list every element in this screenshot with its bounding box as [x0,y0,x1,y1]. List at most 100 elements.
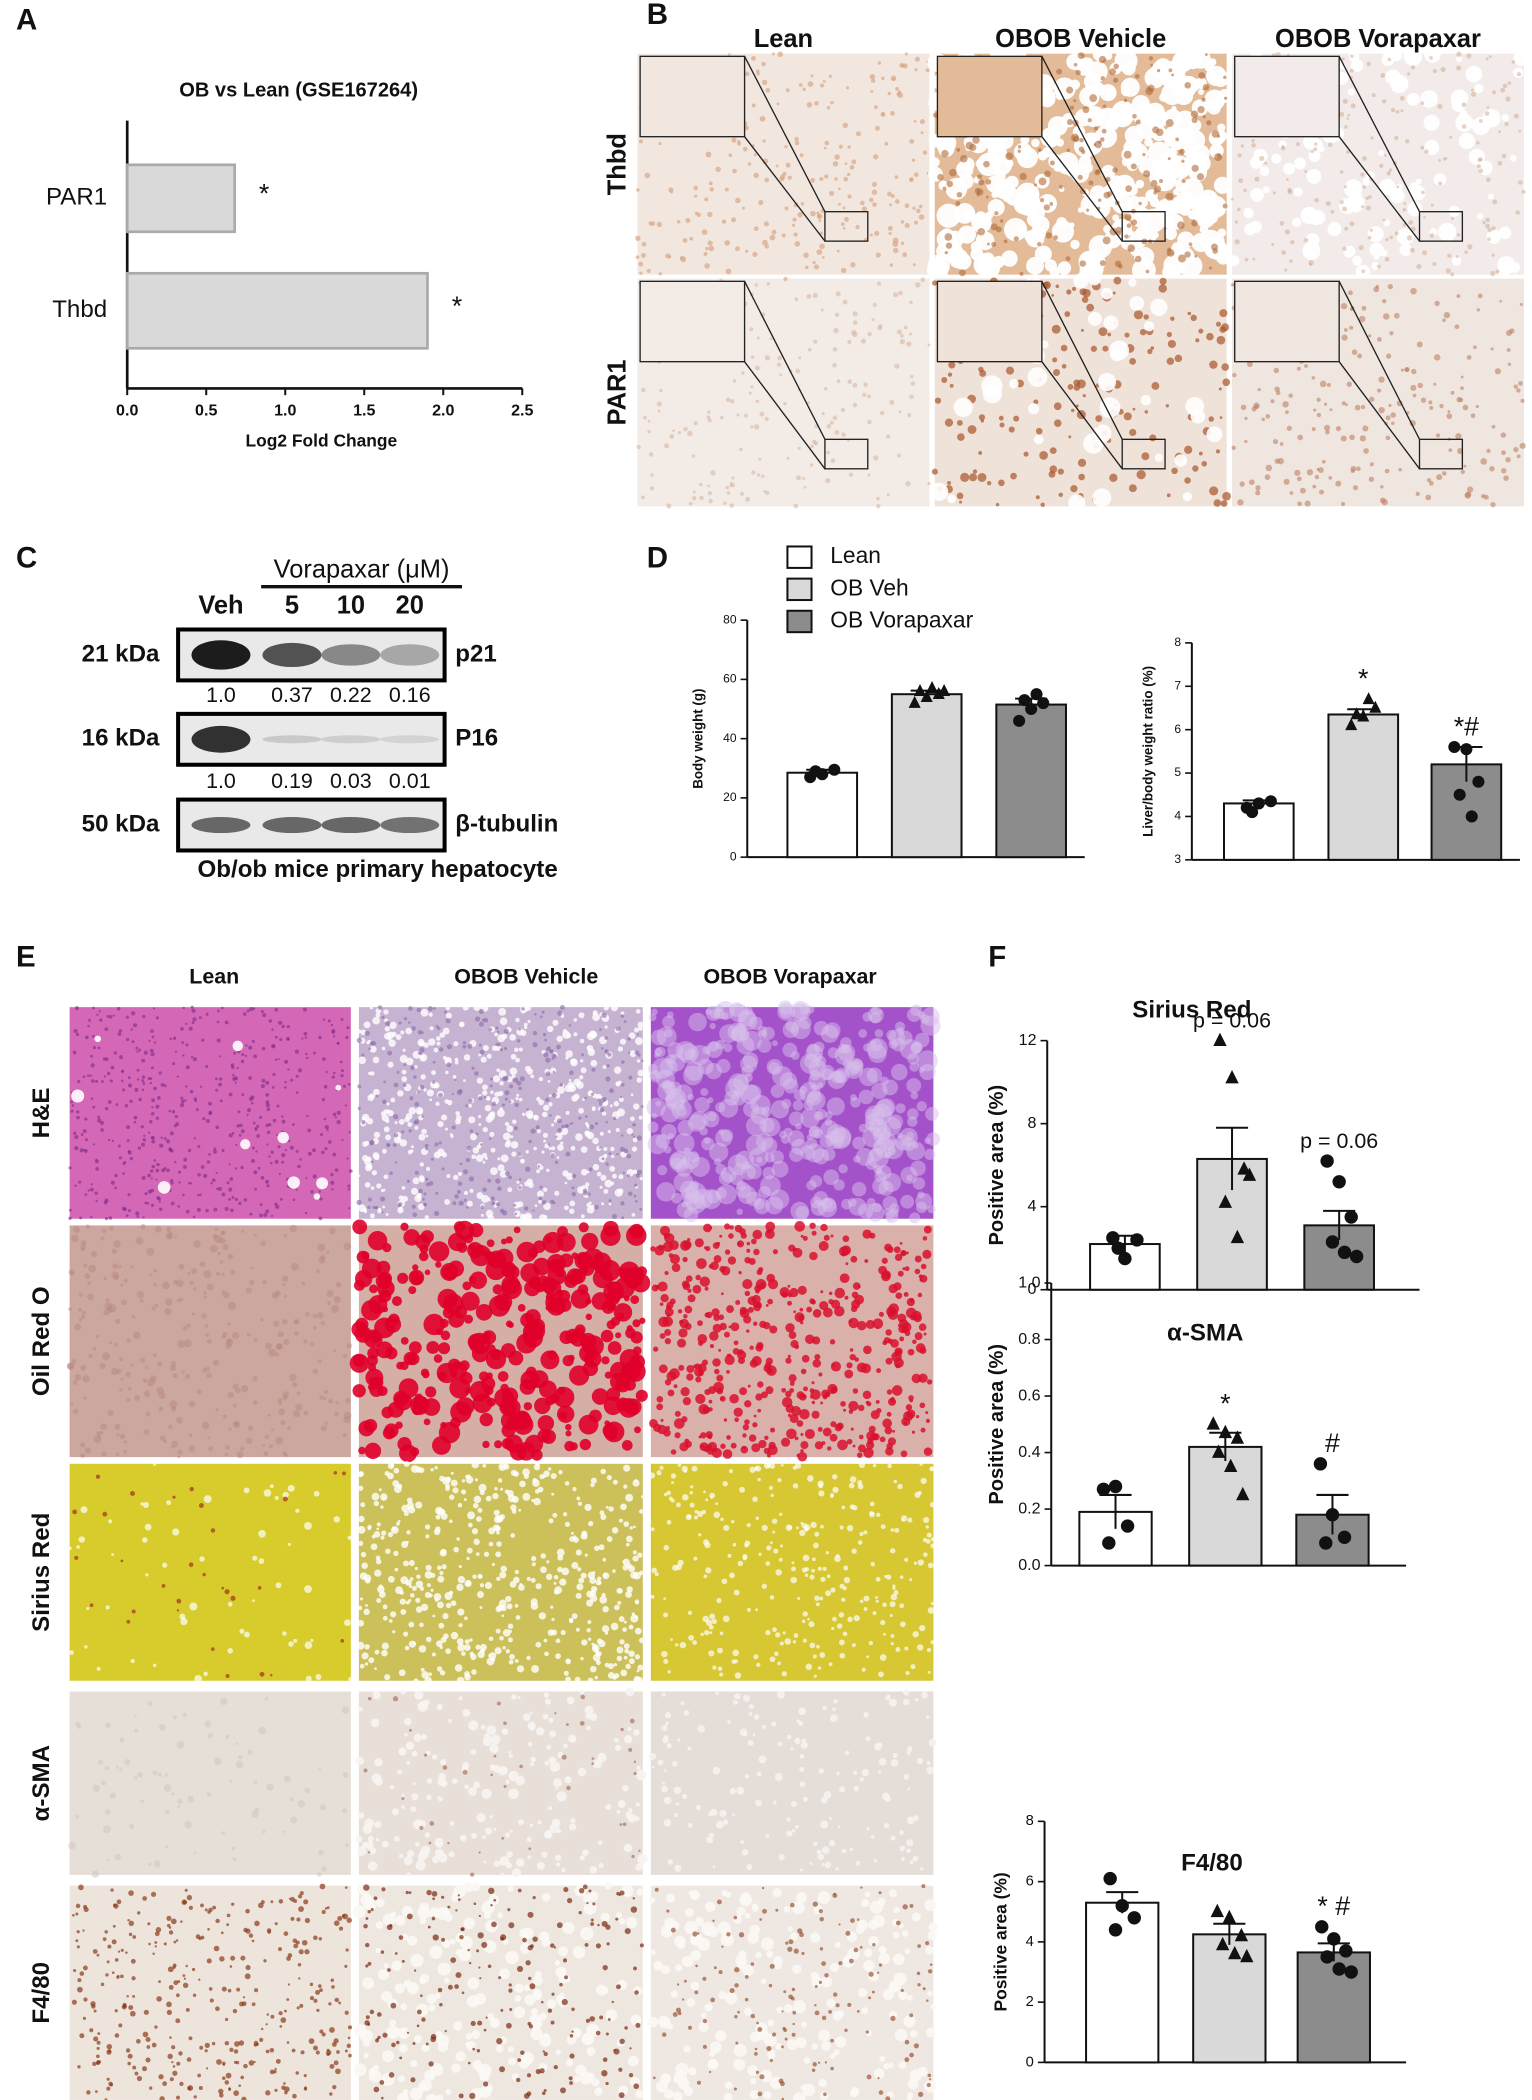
texture [1024,452,1029,457]
texture [707,410,710,413]
texture [1252,407,1257,412]
texture [553,1071,556,1074]
texture [1340,170,1344,174]
texture [293,1198,296,1201]
texture [859,1068,878,1087]
texture [83,1396,86,1399]
texture [267,1131,270,1134]
texture [189,1602,197,1610]
texture [504,1029,509,1034]
texture [772,1161,789,1178]
texture [81,1133,84,1136]
texture [420,1085,424,1089]
texture [835,1288,846,1299]
texture [1344,185,1347,188]
texture [136,1215,138,1217]
texture [324,1390,328,1394]
texture [726,1435,731,1440]
texture [831,1361,841,1371]
texture [517,1039,520,1042]
texture [73,1380,78,1385]
texture [796,1454,799,1457]
texture [351,1321,367,1337]
texture [571,1289,591,1309]
texture [1498,161,1503,166]
texture [847,379,852,384]
texture [173,1037,176,1040]
texture [1476,405,1479,408]
texture [587,1206,594,1213]
band [262,735,321,743]
texture [278,1401,282,1405]
texture [616,1026,621,1031]
texture [166,1168,170,1172]
texture [1520,443,1526,449]
texture [639,1638,645,1644]
texture [494,1487,498,1491]
texture [569,1201,575,1207]
texture [772,1040,778,1046]
texture [197,1173,201,1177]
texture [1290,240,1294,244]
texture [689,502,693,506]
texture [357,1029,362,1034]
texture [91,1097,94,1100]
texture [548,1047,550,1049]
texture [1102,129,1107,134]
texture [208,1112,212,1116]
texture [1505,457,1510,462]
texture [483,1127,488,1132]
texture [514,1048,518,1052]
texture [1306,169,1321,184]
texture [854,1295,864,1305]
texture [920,277,925,282]
texture [1284,479,1290,485]
texture [1362,156,1367,161]
texture [69,1166,72,1169]
texture [190,1487,194,1491]
texture [369,1377,377,1385]
texture [282,1276,288,1282]
texture [164,1308,171,1315]
texture [905,1330,911,1336]
texture [1350,69,1354,73]
texture [895,1254,902,1261]
texture [310,1342,314,1346]
texture [93,1347,97,1351]
texture [680,256,686,262]
texture [715,1102,725,1112]
texture [1465,491,1471,497]
texture [921,131,924,134]
texture [921,1007,940,1026]
texture [156,1163,159,1166]
texture [485,1582,492,1589]
texture [220,1099,223,1102]
texture [73,1051,77,1055]
texture [624,1020,627,1023]
texture [682,1257,687,1262]
texture [912,1431,915,1434]
texture [1049,465,1057,473]
texture [643,416,647,420]
texture [487,1398,496,1407]
texture [909,394,914,399]
band [321,817,380,833]
texture [475,1017,480,1022]
texture [1391,421,1395,425]
texture [766,1365,777,1376]
texture [850,262,855,267]
texture [152,1036,155,1039]
texture [258,1167,261,1170]
texture [810,74,813,77]
texture [137,1078,139,1080]
panel-letter: E [16,941,36,974]
texture [497,1186,501,1190]
texture [337,1111,341,1115]
texture [744,1419,750,1425]
texture [876,1326,879,1329]
texture [1162,264,1179,281]
texture [579,1222,589,1232]
texture [145,1573,148,1576]
texture [402,1070,407,1075]
texture [812,1231,817,1236]
